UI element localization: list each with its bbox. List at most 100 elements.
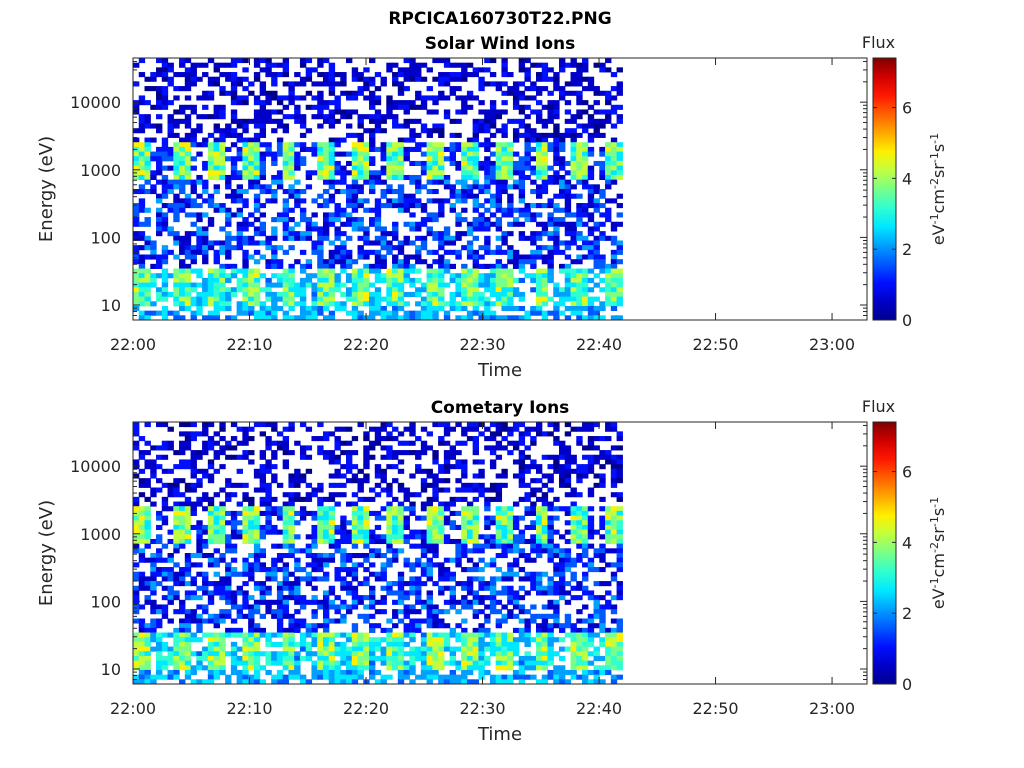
heatmap-cell xyxy=(501,151,508,157)
heatmap-cell xyxy=(392,198,399,204)
heatmap-cell xyxy=(484,142,491,148)
heatmap-cell xyxy=(219,436,226,442)
heatmap-cell xyxy=(426,510,433,516)
heatmap-cell xyxy=(311,291,318,298)
heatmap-cell xyxy=(443,109,451,115)
heatmap-cell xyxy=(207,646,215,652)
heatmap-cell xyxy=(282,282,290,288)
heatmap-cell xyxy=(501,231,508,237)
heatmap-cell xyxy=(207,301,215,307)
heatmap-cell xyxy=(340,151,347,157)
heatmap-cell xyxy=(236,221,243,227)
heatmap-cell xyxy=(225,231,232,237)
heatmap-cell xyxy=(357,151,364,157)
heatmap-cell xyxy=(190,609,197,615)
heatmap-cell xyxy=(334,604,341,610)
heatmap-cell xyxy=(150,249,157,255)
heatmap-cell xyxy=(455,524,462,531)
heatmap-cell xyxy=(138,174,146,181)
heatmap-cell xyxy=(328,585,336,591)
heatmap-cell xyxy=(374,291,382,298)
heatmap-cell xyxy=(340,114,347,120)
heatmap-cell xyxy=(432,613,439,619)
heatmap-cell xyxy=(328,263,336,269)
heatmap-cell xyxy=(461,142,468,148)
heatmap-cell xyxy=(374,146,382,152)
heatmap-cell xyxy=(225,590,232,596)
heatmap-cell xyxy=(167,669,174,676)
heatmap-cell xyxy=(605,142,612,148)
heatmap-cell xyxy=(409,426,416,432)
heatmap-cell xyxy=(184,104,192,110)
heatmap-cell xyxy=(351,296,359,302)
heatmap-cell xyxy=(455,142,462,148)
heatmap-cell xyxy=(605,174,612,181)
heatmap-cell xyxy=(369,440,376,446)
heatmap-cell xyxy=(253,665,261,671)
heatmap-cell xyxy=(472,170,480,176)
heatmap-cell xyxy=(392,646,399,652)
heatmap-cell xyxy=(495,203,503,209)
heatmap-cell xyxy=(276,529,284,535)
heatmap-cell xyxy=(346,193,353,199)
heatmap-cell xyxy=(478,254,485,260)
heatmap-cell xyxy=(484,315,491,321)
heatmap-cell xyxy=(225,62,232,68)
heatmap-cell xyxy=(248,567,255,573)
heatmap-cell xyxy=(161,585,169,591)
heatmap-cell xyxy=(138,315,146,321)
heatmap-cell xyxy=(156,660,163,666)
heatmap-cell xyxy=(392,263,399,269)
heatmap-cell xyxy=(397,599,405,605)
heatmap-cell xyxy=(357,534,364,540)
heatmap-cell xyxy=(616,245,623,251)
heatmap-cell xyxy=(610,282,618,288)
heatmap-cell xyxy=(248,179,255,185)
heatmap-cell xyxy=(207,669,215,676)
heatmap-cell xyxy=(299,156,307,162)
heatmap-cell xyxy=(541,151,549,157)
heatmap-cell xyxy=(179,632,186,638)
heatmap-cell xyxy=(374,305,382,312)
heatmap-cell xyxy=(392,221,399,227)
heatmap-cell xyxy=(501,263,508,269)
heatmap-cell xyxy=(386,114,393,120)
heatmap-cell xyxy=(369,282,376,288)
heatmap-cell xyxy=(207,114,215,120)
heatmap-cell xyxy=(156,212,163,218)
heatmap-cell xyxy=(259,170,267,176)
heatmap-cell xyxy=(564,305,572,312)
heatmap-cell xyxy=(294,510,301,516)
heatmap-cell xyxy=(144,581,151,587)
heatmap-cell xyxy=(392,189,399,195)
heatmap-cell xyxy=(351,142,359,148)
heatmap-cell xyxy=(386,510,393,516)
heatmap-cell xyxy=(346,585,353,591)
heatmap-cell xyxy=(570,268,577,274)
heatmap-cell xyxy=(530,165,537,171)
heatmap-cell xyxy=(582,62,589,68)
heatmap-cell xyxy=(438,179,445,185)
heatmap-cell xyxy=(133,217,140,223)
heatmap-cell xyxy=(259,613,267,619)
heatmap-cell xyxy=(605,301,612,307)
heatmap-cell xyxy=(466,156,474,162)
heatmap-cell xyxy=(138,160,146,167)
heatmap-cell xyxy=(426,263,433,269)
heatmap-cell xyxy=(524,95,531,101)
heatmap-cell xyxy=(161,277,169,283)
heatmap-cell xyxy=(461,510,468,516)
heatmap-cell xyxy=(386,198,393,204)
heatmap-cell xyxy=(547,254,554,260)
heatmap-cell xyxy=(495,156,503,162)
heatmap-cell xyxy=(196,212,203,218)
heatmap-cell xyxy=(587,123,595,129)
heatmap-cell xyxy=(369,268,376,274)
heatmap-cell xyxy=(305,496,313,502)
heatmap-cell xyxy=(461,632,468,638)
heatmap-cell xyxy=(340,473,347,479)
heatmap-cell xyxy=(294,520,301,526)
heatmap-cell xyxy=(524,137,531,143)
heatmap-cell xyxy=(501,72,508,78)
heatmap-cell xyxy=(328,109,336,115)
